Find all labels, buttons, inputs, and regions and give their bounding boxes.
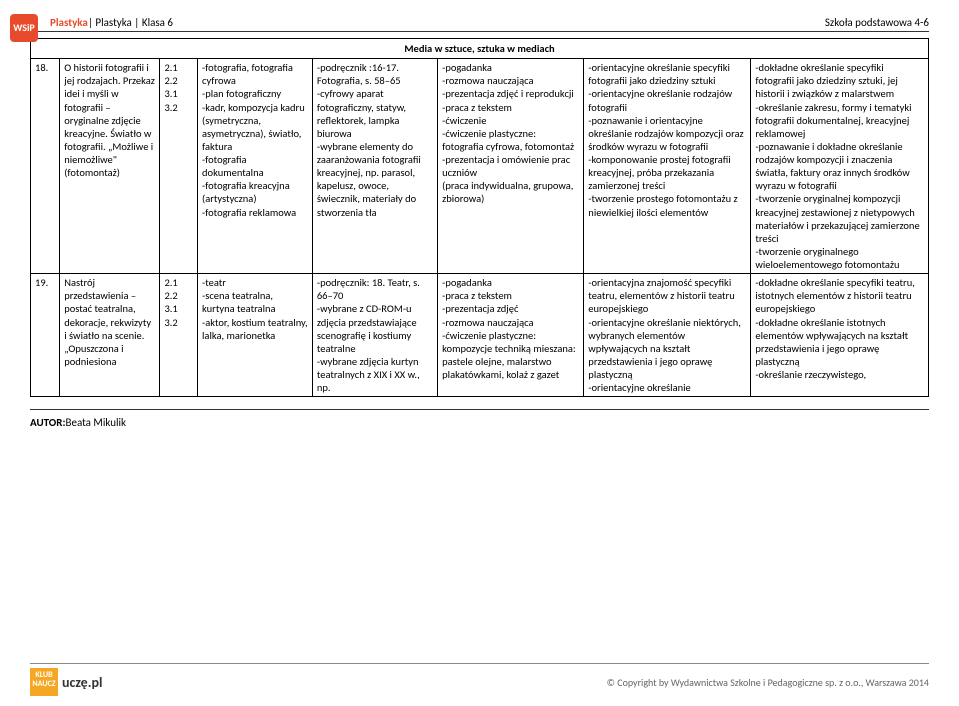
wsip-logo: WSiP <box>10 14 38 42</box>
row-methods: -pogadanka -rozmowa nauczająca -prezenta… <box>438 59 584 274</box>
page-header: Plastyka| Plastyka | Klasa 6 Szkoła pods… <box>30 10 929 32</box>
row-materials: -podręcznik :16-17. Fotografia, s. 58–65… <box>312 59 437 274</box>
row-topic: Nastrój przedstawienia –postać teatralna… <box>60 274 160 397</box>
row-basic: -orientacyjne określanie specyfiki fotog… <box>584 59 751 274</box>
curriculum-table: Media w sztuce, sztuka w mediach 18. O h… <box>30 38 929 397</box>
footer-logo-group: KLUB NAUCZ uczę.pl <box>30 668 102 696</box>
row-number: 19. <box>31 274 60 397</box>
breadcrumb-text: | Plastyka | Klasa 6 <box>88 16 173 29</box>
row-extended: -dokładne określanie specyfiki teatru, i… <box>751 274 929 397</box>
row-concepts: -fotografia, fotografia cyfrowa -plan fo… <box>198 59 313 274</box>
header-breadcrumb: Plastyka| Plastyka | Klasa 6 <box>50 16 173 29</box>
author-label: AUTOR: <box>30 416 65 429</box>
table-row: 18. O historii fotografii i jej rodzajac… <box>31 59 929 274</box>
table-section-header: Media w sztuce, sztuka w mediach <box>31 39 929 59</box>
author-name: Beata Mikulik <box>65 416 126 429</box>
row-number: 18. <box>31 59 60 274</box>
ucze-logo: uczę.pl <box>62 674 102 691</box>
klub-logo-icon: KLUB NAUCZ <box>30 668 58 696</box>
copyright-text: © Copyright by Wydawnictwa Szkolne i Ped… <box>607 676 929 689</box>
row-methods: -pogadanka -praca z tekstem -prezentacja… <box>438 274 584 397</box>
row-basic: -orientacyjna znajomość specyfiki teatru… <box>584 274 751 397</box>
row-refs: 2.1 2.2 3.1 3.2 <box>160 59 198 274</box>
row-materials: -podręcznik: 18. Teatr, s. 66–70 -wybran… <box>312 274 437 397</box>
header-right: Szkoła podstawowa 4-6 <box>825 16 929 29</box>
row-refs: 2.1 2.2 3.1 3.2 <box>160 274 198 397</box>
page-footer: KLUB NAUCZ uczę.pl © Copyright by Wydawn… <box>30 663 929 696</box>
row-concepts: -teatr -scena teatralna, kurtyna teatral… <box>198 274 313 397</box>
author-line: AUTOR:Beata Mikulik <box>30 409 929 429</box>
subject-label: Plastyka <box>50 16 88 29</box>
table-row: 19. Nastrój przedstawienia –postać teatr… <box>31 274 929 397</box>
row-topic: O historii fotografii i jej rodzajach. P… <box>60 59 160 274</box>
row-extended: -dokładne określanie specyfiki fotografi… <box>751 59 929 274</box>
